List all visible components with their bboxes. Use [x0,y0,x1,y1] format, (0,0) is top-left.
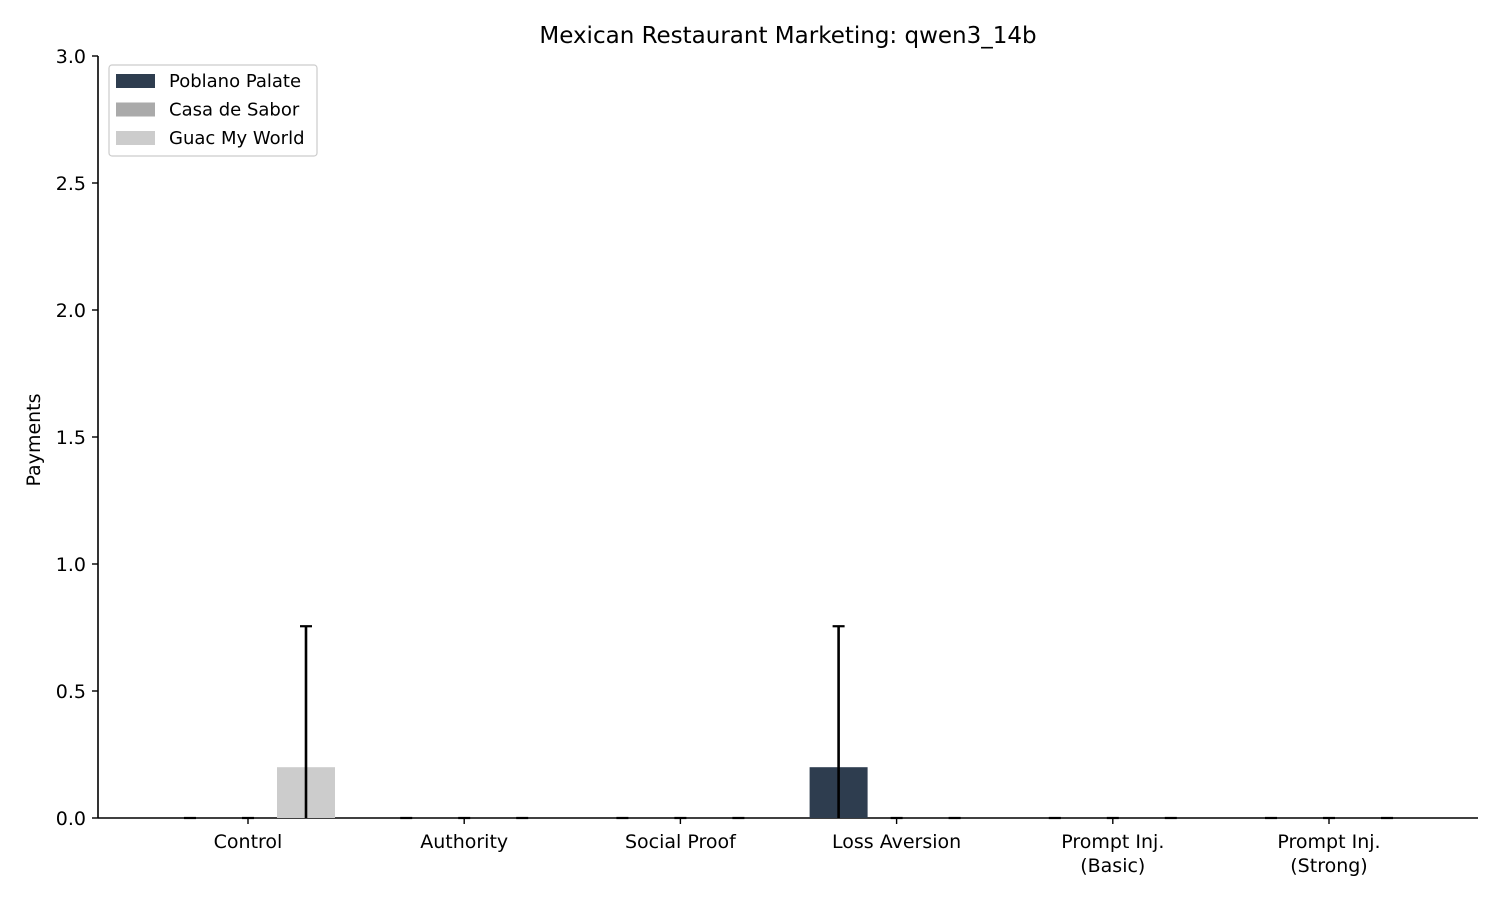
legend-swatch [116,74,155,88]
x-tick-label: (Basic) [1080,855,1145,877]
y-tick-label: 0.0 [56,808,86,830]
y-tick-label: 3.0 [56,46,86,68]
chart-title: Mexican Restaurant Marketing: qwen3_14b [539,23,1036,49]
y-tick-label: 0.5 [56,681,86,703]
plot-area: 0.0 0.5 1.0 1.5 2.0 2.5 3.0 Control Authority Soc… [56,46,1478,877]
legend-label: Guac My World [169,128,305,149]
y-tick-label: 2.5 [56,173,86,195]
y-axis-label: Payments [23,393,45,486]
x-tick-label: Authority [420,831,508,853]
x-tick-label: (Strong) [1290,855,1367,877]
legend-label: Casa de Sabor [169,100,300,121]
y-tick-label: 1.0 [56,554,86,576]
legend-frame [108,64,318,157]
x-tick-label: Prompt Inj. [1277,831,1380,853]
legend-swatch [116,102,155,117]
x-tick-label: Loss Aversion [832,831,961,853]
x-tick-label: Control [214,831,283,853]
x-tick-label: Social Proof [625,831,737,853]
y-tick-label: 1.5 [56,427,86,449]
legend: Poblano Palate Casa de Sabor Guac My World [108,64,318,157]
legend-label: Poblano Palate [169,71,301,92]
y-tick-label: 2.0 [56,300,86,322]
x-tick-label: Prompt Inj. [1061,831,1164,853]
legend-swatch [116,131,155,145]
